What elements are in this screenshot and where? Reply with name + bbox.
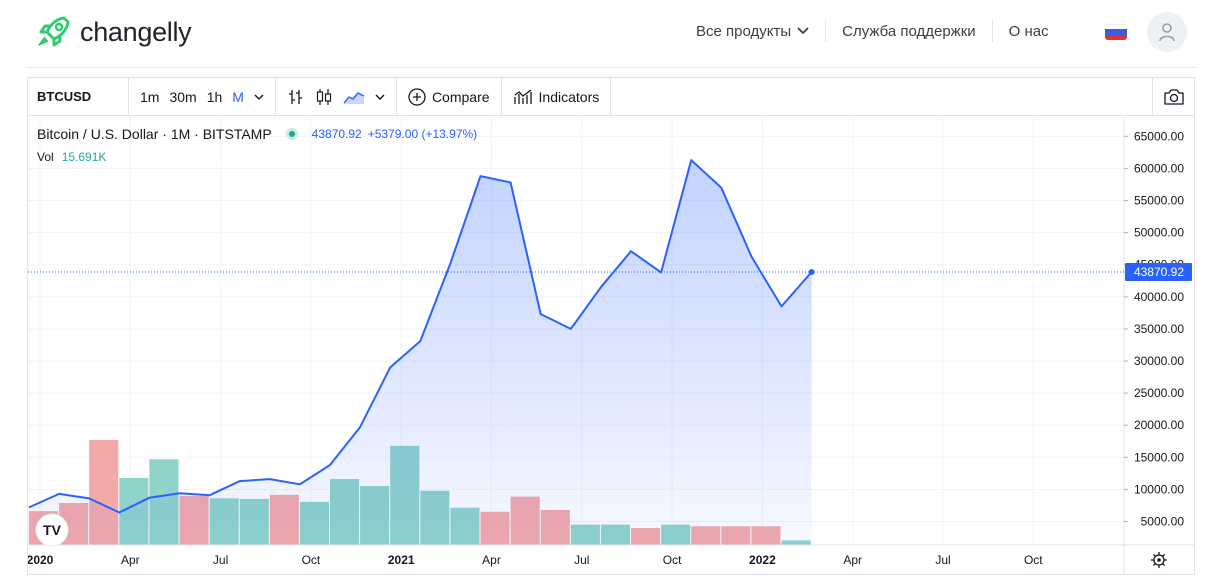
time-tick-label: Oct: [1024, 553, 1043, 567]
tradingview-logo[interactable]: TV: [35, 513, 69, 547]
interval-m[interactable]: M: [232, 88, 244, 105]
header-divider: [26, 67, 1196, 68]
last-price-dot: [808, 268, 815, 275]
price-tick-label: 65000.00: [1134, 129, 1184, 143]
nav-support[interactable]: Служба поддержки: [842, 23, 976, 40]
chart-type-dropdown[interactable]: [370, 78, 390, 116]
price-axis: 5000.00 10000.00 15000.00 20000.00 25000.00 3…: [1124, 129, 1185, 529]
chart-widget: BTCUSD 1m 30m 1h M: [27, 77, 1195, 575]
time-tick-label: 2020: [28, 553, 54, 567]
last-price-label: 43870.92: [1134, 265, 1184, 279]
price-tick-label: 40000.00: [1134, 290, 1184, 304]
volume-value: 15.691K: [61, 150, 107, 164]
nav-all-products-label: Все продукты: [696, 22, 792, 40]
rocket-logo-icon: [38, 16, 70, 47]
market-status-icon: [285, 128, 298, 140]
logo[interactable]: changelly: [34, 12, 192, 52]
time-tick-label: Jul: [935, 553, 950, 567]
price-area-fill: [29, 160, 812, 545]
legend-change: +5379.00 (+13.97%): [367, 127, 478, 141]
interval-1m[interactable]: 1m: [140, 88, 160, 105]
nav-all-products[interactable]: Все продукты: [696, 23, 809, 40]
price-tick-label: 10000.00: [1134, 482, 1184, 496]
price-area: [28, 159, 813, 545]
price-tick-label: 15000.00: [1134, 450, 1184, 464]
price-chart[interactable]: 5000.00 10000.00 15000.00 20000.00 25000.00 3…: [27, 117, 1194, 574]
chart-area[interactable]: 5000.00 10000.00 15000.00 20000.00 25000.00 3…: [27, 117, 1194, 574]
bars-icon: [288, 89, 302, 104]
time-tick-label: 2021: [388, 553, 415, 567]
volume-legend: Vol 15.691K: [37, 150, 106, 164]
time-tick-label: Jul: [213, 553, 228, 567]
bars-style-button[interactable]: [282, 78, 310, 116]
chevron-down-icon: [375, 94, 385, 100]
volume-label: Vol: [37, 150, 54, 164]
area-chart-icon: [343, 91, 365, 104]
time-tick-label: Oct: [302, 553, 321, 567]
camera-icon: [1163, 89, 1184, 105]
logo-text: changelly: [80, 16, 192, 47]
time-tick-label: Oct: [663, 553, 682, 567]
last-price-marker: 43870.92: [28, 262, 1192, 281]
language-flag-icon[interactable]: [1105, 24, 1127, 40]
interval-group: 1m 30m 1h M: [129, 77, 276, 116]
time-tick-label: Apr: [843, 553, 862, 567]
legend-last-value: 43870.92: [311, 127, 362, 141]
plus-circle-icon: [408, 87, 426, 106]
symbol-search[interactable]: BTCUSD: [28, 77, 129, 116]
price-tick-label: 50000.00: [1134, 226, 1184, 240]
indicators-button[interactable]: Indicators: [508, 78, 605, 116]
snapshot-button[interactable]: [1152, 78, 1194, 116]
interval-dropdown[interactable]: [249, 78, 269, 116]
user-avatar[interactable]: [1147, 12, 1187, 52]
main-nav: Все продукты Служба поддержки О нас: [696, 20, 1049, 42]
top-bar: changelly Все продукты Служба поддержки …: [0, 0, 1207, 64]
nav-about-label: О нас: [1008, 22, 1049, 40]
chevron-down-icon: [254, 94, 264, 100]
price-tick-label: 60000.00: [1134, 161, 1184, 175]
legend-title: Bitcoin / U.S. Dollar · 1M · BITSTAMP: [37, 126, 272, 142]
time-tick-label: Apr: [482, 553, 501, 567]
nav-divider: [991, 20, 993, 42]
chart-toolbar: BTCUSD 1m 30m 1h M: [28, 77, 1194, 116]
nav-divider: [825, 20, 827, 42]
compare-label: Compare: [431, 88, 490, 105]
area-style-button[interactable]: [338, 78, 370, 116]
price-tick-label: 5000.00: [1141, 515, 1185, 529]
svg-text:TV: TV: [43, 522, 62, 538]
chart-type-group: [276, 77, 397, 116]
chevron-down-icon: [797, 27, 809, 35]
time-tick-label: Jul: [574, 553, 589, 567]
indicators-icon: [513, 88, 532, 104]
price-tick-label: 20000.00: [1134, 418, 1184, 432]
interval-30m[interactable]: 30m: [169, 88, 197, 105]
compare-group: Compare: [397, 77, 502, 116]
time-tick-label: Apr: [121, 553, 140, 567]
time-tick-label: 2022: [749, 553, 776, 567]
candles-icon: [316, 88, 332, 105]
last-price-badge: [1125, 262, 1192, 281]
nav-about[interactable]: О нас: [1009, 23, 1049, 40]
compare-button[interactable]: Compare: [403, 78, 495, 116]
indicators-label: Indicators: [538, 88, 600, 105]
price-tick-label: 25000.00: [1134, 386, 1184, 400]
nav-support-label: Служба поддержки: [842, 22, 976, 40]
settings-gear-icon[interactable]: [1151, 552, 1167, 568]
price-tick-label: 30000.00: [1134, 354, 1184, 368]
candles-style-button[interactable]: [310, 78, 338, 116]
time-axis: 2020 Apr Jul Oct 2021 Apr Jul Oct 2022 Apr Jul Oct: [27, 553, 1044, 567]
price-tick-label: 55000.00: [1134, 194, 1184, 208]
user-icon: [1159, 23, 1175, 42]
chart-legend: Bitcoin / U.S. Dollar · 1M · BITSTAMP 43…: [37, 126, 477, 142]
price-tick-label: 35000.00: [1134, 322, 1184, 336]
interval-1h[interactable]: 1h: [206, 88, 223, 105]
indicators-group: Indicators: [502, 77, 612, 116]
price-line: [28, 159, 813, 514]
